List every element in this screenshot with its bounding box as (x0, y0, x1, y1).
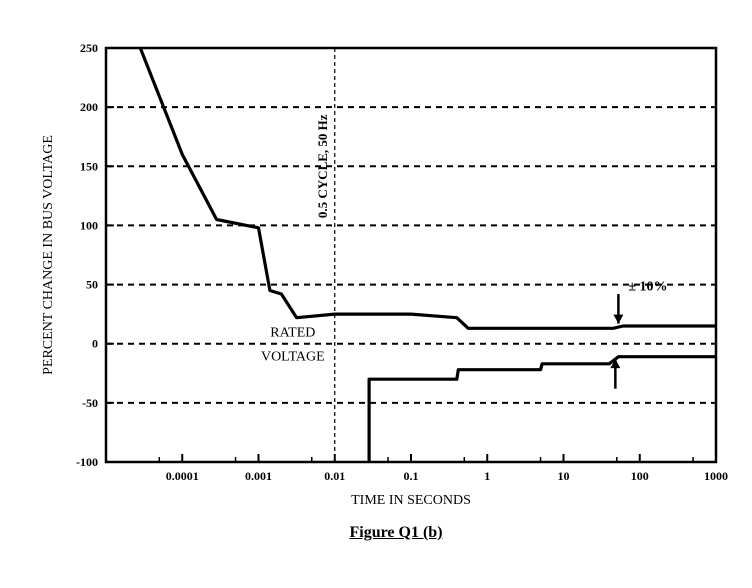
chart-svg: 0.0001 0.001 0.01 0.1 1 10 100 1000 -100 -50 0 50 10… (20, 20, 752, 520)
svg-text:250: 250 (80, 41, 98, 55)
svg-text:0.0001: 0.0001 (166, 469, 199, 483)
svg-text:0.5 CYCLE, 50 Hz: 0.5 CYCLE, 50 Hz (315, 114, 330, 218)
svg-text:PERCENT CHANGE IN BUS VOLTAGE: PERCENT CHANGE IN BUS VOLTAGE (41, 135, 56, 375)
svg-text:± 10%: ± 10% (628, 279, 667, 294)
svg-text:150: 150 (80, 159, 98, 173)
svg-text:100: 100 (80, 218, 98, 232)
svg-text:0: 0 (92, 337, 98, 351)
figure-caption: Figure Q1 (b) (20, 524, 752, 542)
svg-text:-100: -100 (76, 455, 98, 469)
svg-text:100: 100 (631, 469, 649, 483)
svg-text:RATED: RATED (270, 326, 315, 341)
svg-text:-50: -50 (82, 396, 98, 410)
svg-text:0.1: 0.1 (404, 469, 419, 483)
svg-text:1: 1 (484, 469, 490, 483)
svg-text:1000: 1000 (704, 469, 728, 483)
svg-text:VOLTAGE: VOLTAGE (261, 349, 325, 364)
svg-text:50: 50 (86, 278, 98, 292)
svg-text:0.001: 0.001 (245, 469, 272, 483)
svg-text:0.01: 0.01 (324, 469, 345, 483)
svg-text:TIME IN SECONDS: TIME IN SECONDS (351, 493, 471, 508)
voltage-tolerance-chart: 0.0001 0.001 0.01 0.1 1 10 100 1000 -100 -50 0 50 10… (20, 20, 752, 568)
svg-text:200: 200 (80, 100, 98, 114)
svg-text:10: 10 (558, 469, 570, 483)
